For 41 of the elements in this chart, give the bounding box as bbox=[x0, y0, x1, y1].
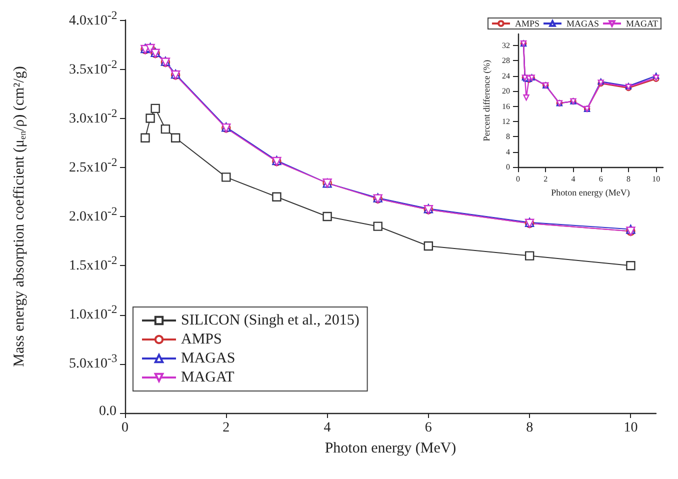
y-tick-label: 28 bbox=[502, 56, 510, 66]
x-tick-label: 2 bbox=[544, 174, 548, 184]
y-tick-label: 4 bbox=[506, 147, 510, 156]
y-tick-label: 2.5x10$^{-2}$ bbox=[69, 156, 118, 176]
y-axis-title: Mass energy absorption coefficient (μen/ρ) (cm²/g) bbox=[12, 66, 28, 367]
y-axis-title: Percent difference (%) bbox=[482, 60, 492, 142]
y-tick-label: 20 bbox=[502, 86, 510, 96]
x-axis-title: Photon energy (MeV) bbox=[551, 188, 630, 198]
x-tick-label: 10 bbox=[652, 174, 660, 184]
x-tick-label: 8 bbox=[626, 174, 630, 184]
y-tick-label: 1.5x10$^{-2}$ bbox=[69, 254, 118, 274]
y-tick-label: 0.0 bbox=[99, 404, 116, 419]
legend-label: SILICON (Singh et al., 2015) bbox=[181, 312, 360, 328]
y-tick-label: 8 bbox=[506, 132, 510, 142]
y-tick-label: 3.5x10$^{-2}$ bbox=[69, 58, 118, 78]
legend-label: MAGAT bbox=[181, 370, 234, 386]
y-tick-label: 16 bbox=[502, 102, 510, 111]
y-tick-label: 0 bbox=[506, 162, 510, 172]
legend-label: MAGAS bbox=[181, 350, 236, 366]
x-tick-label: 6 bbox=[424, 420, 432, 436]
y-tick-label: 5.0x10$^{-3}$ bbox=[69, 352, 118, 372]
y-tick-label: 12 bbox=[502, 116, 510, 126]
x-tick-label: 4 bbox=[324, 420, 331, 436]
x-tick-label: 10 bbox=[624, 420, 638, 436]
x-axis-title: Photon energy (MeV) bbox=[324, 440, 456, 456]
legend-label: AMPS bbox=[181, 332, 222, 348]
y-tick-label: 4.0x10$^{-2}$ bbox=[69, 8, 118, 28]
x-tick-label: 8 bbox=[526, 420, 534, 436]
y-tick-label: 32 bbox=[502, 40, 510, 50]
x-tick-label: 0 bbox=[122, 420, 128, 436]
y-tick-label: 2.0x10$^{-2}$ bbox=[69, 205, 118, 225]
legend-label: AMPS bbox=[514, 18, 540, 28]
y-tick-label: 1.0x10$^{-2}$ bbox=[69, 303, 118, 323]
y-tick-label: 3.0x10$^{-2}$ bbox=[69, 106, 118, 126]
legend-label: MAGAT bbox=[626, 18, 658, 28]
x-tick-label: 0 bbox=[516, 174, 520, 184]
y-tick-label: 24 bbox=[502, 71, 510, 80]
legend-label: MAGAS bbox=[566, 18, 600, 28]
x-tick-label: 2 bbox=[222, 420, 230, 436]
x-tick-label: 4 bbox=[571, 174, 576, 184]
x-tick-label: 6 bbox=[598, 174, 603, 184]
